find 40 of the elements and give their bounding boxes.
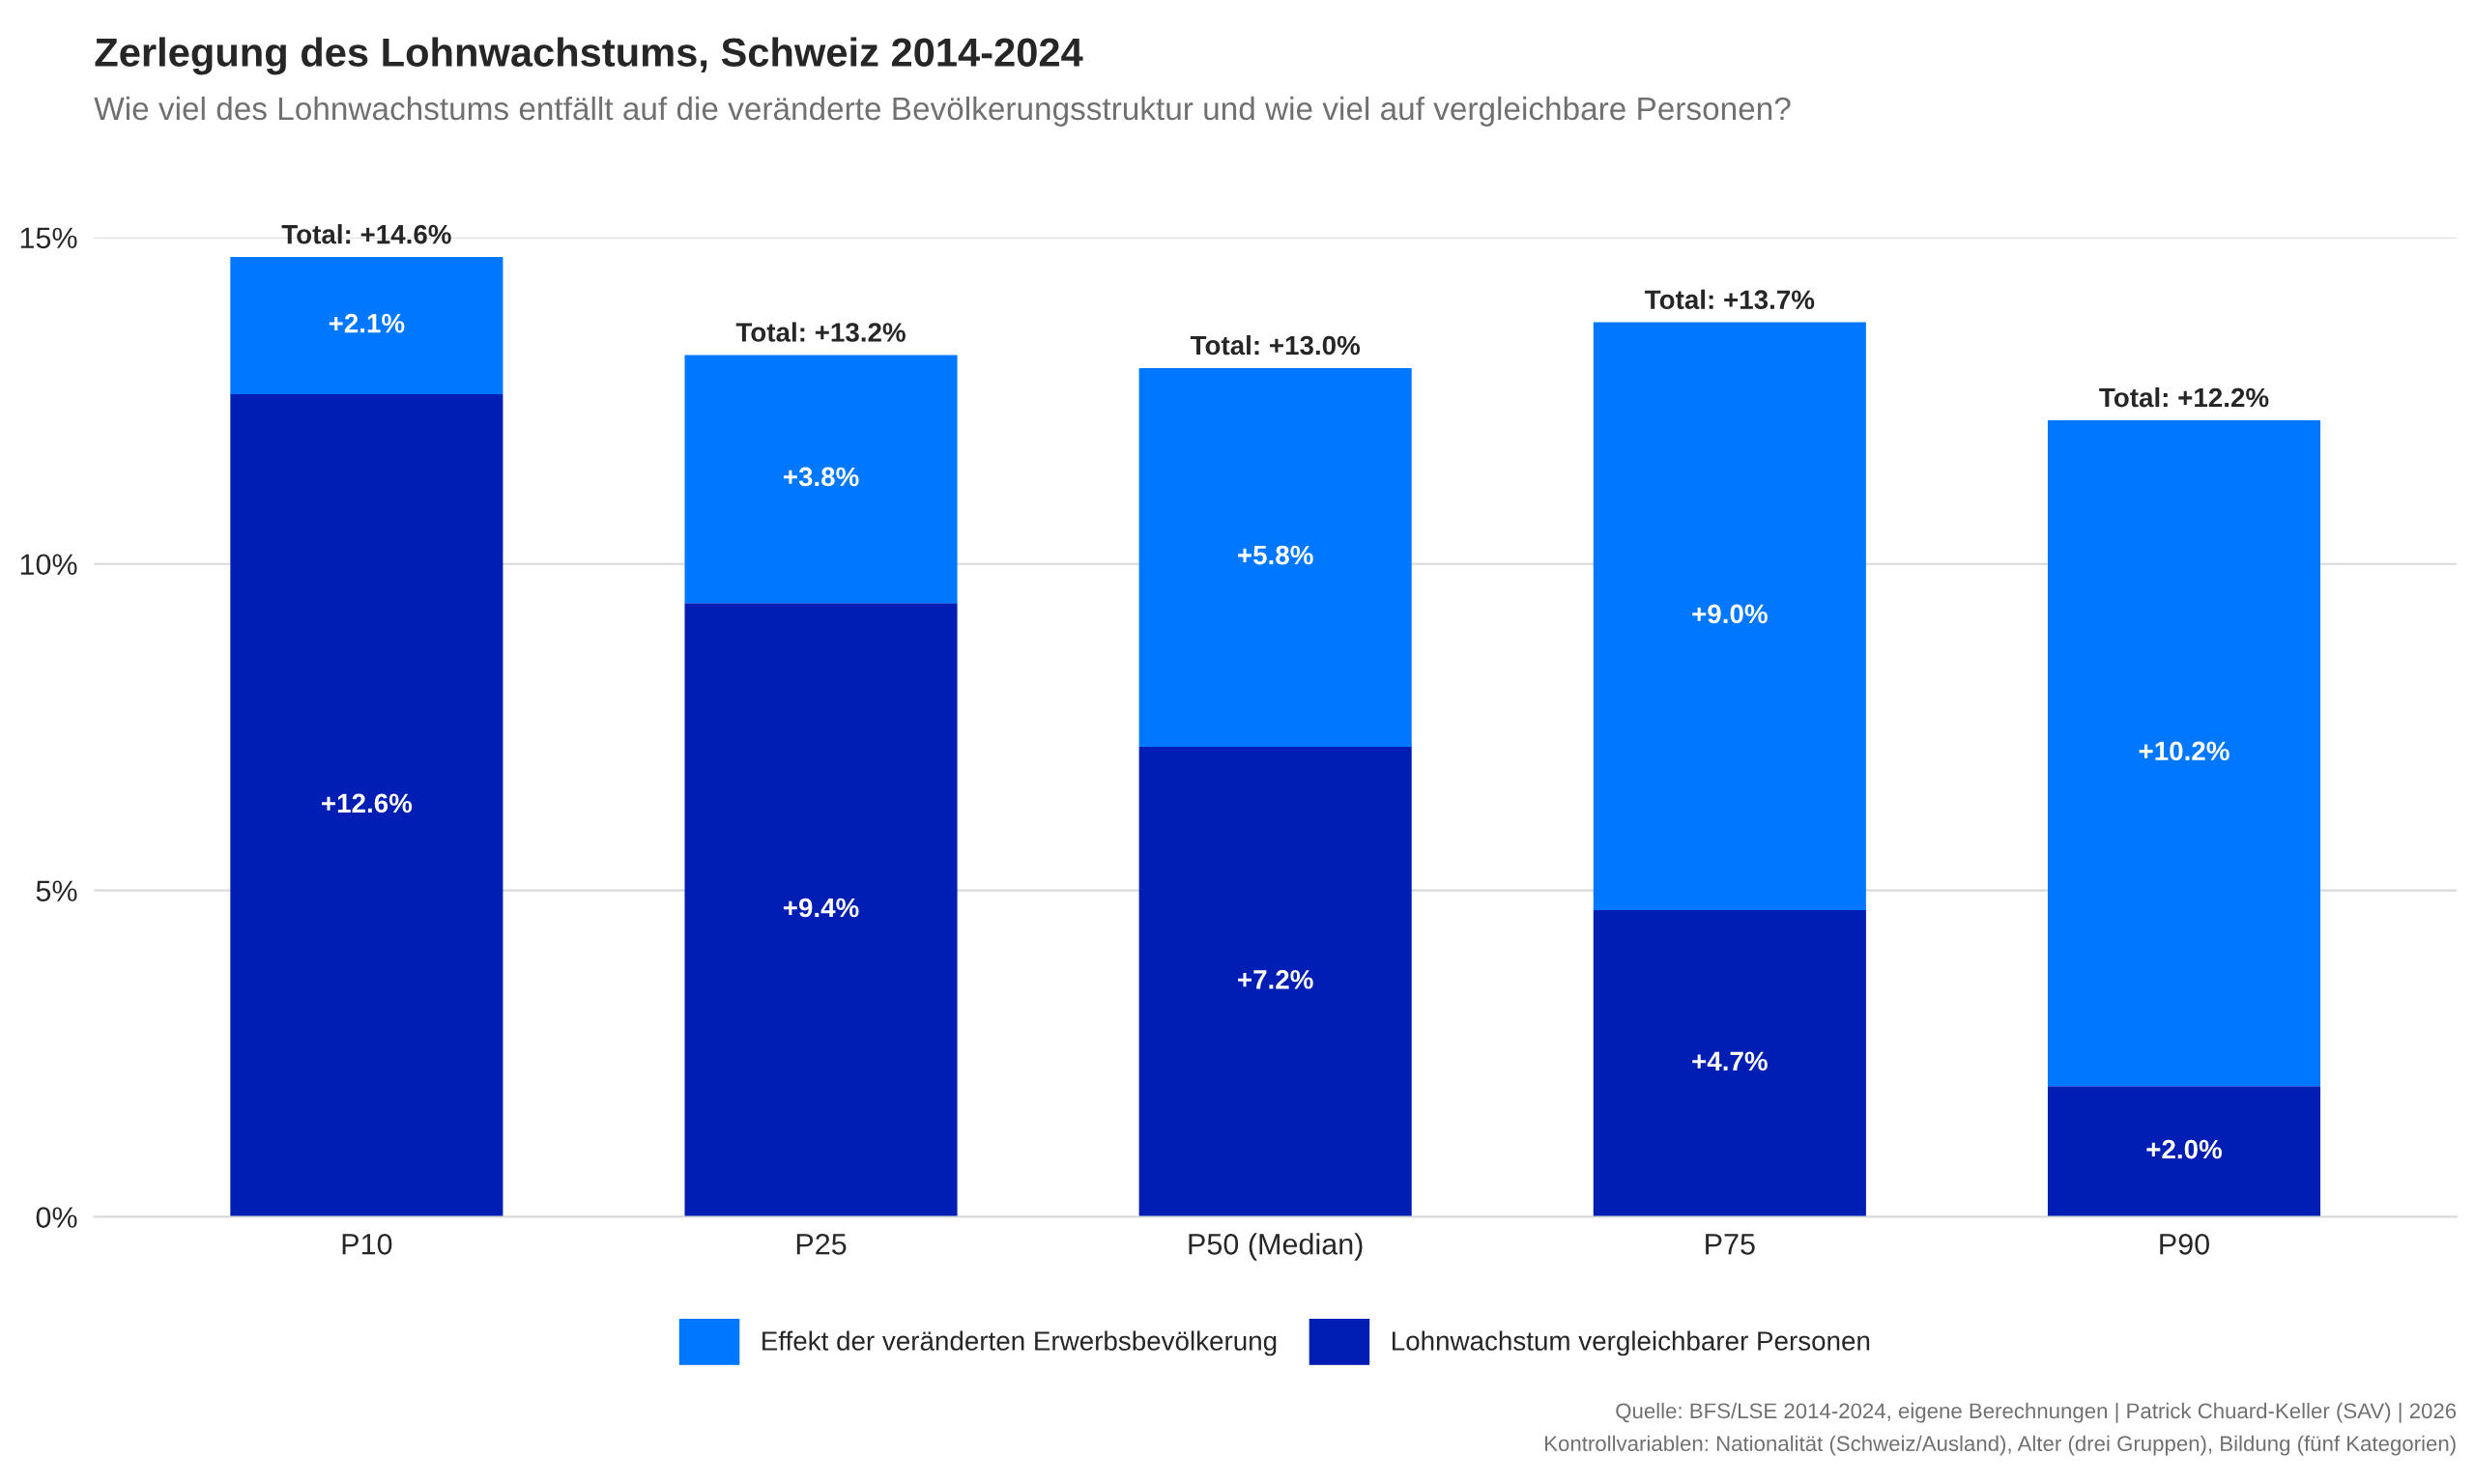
- bar: [2047, 1086, 2321, 1217]
- chart-subtitle: Wie viel des Lohnwachstums entfällt auf die veränderte Bevölkerungsstruktur und wie viel auf vergleichbare Personen?: [94, 96, 1791, 127]
- total-label: Total: +12.2%: [2099, 386, 2269, 408]
- bar: [1138, 367, 1412, 747]
- legend-label: Lohnwachstum vergleichbarer Personen: [1393, 1330, 1870, 1356]
- x-tick-label: P90: [2160, 1233, 2209, 1255]
- data-label: +3.8%: [783, 467, 859, 487]
- data-label: +10.2%: [2139, 741, 2229, 761]
- bar: [230, 257, 503, 394]
- source-note: Quelle: BFS/LSE 2014-2024, eigene Berechnungen | Patrick Chuard-Keller (SAV) | 2026: [1616, 1402, 2457, 1423]
- data-label: +12.6%: [322, 793, 413, 813]
- bar: [1593, 909, 1866, 1217]
- chart-title: Zerlegung des Lohnwachstums, Schweiz 2014-2024: [95, 37, 1083, 75]
- total-label: Total: +13.2%: [735, 322, 906, 342]
- x-tick-label: P10: [342, 1233, 392, 1255]
- data-label: +5.8%: [1238, 545, 1313, 565]
- x-tick-label: P50 (Median): [1189, 1233, 1363, 1261]
- x-tick-label: P25: [796, 1233, 847, 1255]
- data-label: +7.2%: [1238, 970, 1313, 989]
- bar: [1138, 746, 1412, 1217]
- bar: [684, 603, 958, 1217]
- total-label: Total: +13.7%: [1645, 289, 1815, 310]
- y-tick-label: 15%: [20, 227, 77, 249]
- bar: [2047, 420, 2321, 1087]
- data-label: +2.1%: [329, 313, 405, 333]
- bar: [684, 355, 958, 604]
- data-label: +2.0%: [2146, 1139, 2223, 1159]
- data-label: +9.4%: [783, 898, 859, 918]
- text: Kontrollvariablen: Nationalität (Schweiz/Ausland), Alter (drei Gruppen), Bildung (fünf Kategorien): [1545, 1435, 2456, 1456]
- total-label: Total: +13.0%: [1190, 334, 1361, 356]
- y-tick-label: 0%: [36, 1207, 77, 1228]
- data-label: +9.0%: [1692, 604, 1768, 624]
- x-tick-label: P75: [1706, 1234, 1755, 1255]
- total-label: Total: +14.6%: [281, 224, 451, 244]
- data-label: +4.7%: [1692, 1051, 1768, 1071]
- bar: [230, 393, 503, 1217]
- y-tick-label: 5%: [36, 880, 77, 901]
- legend-label: Effekt der veränderten Erwerbsbevölkerung: [762, 1330, 1277, 1356]
- bar: [1593, 322, 1866, 910]
- y-tick-label: 10%: [20, 554, 77, 576]
